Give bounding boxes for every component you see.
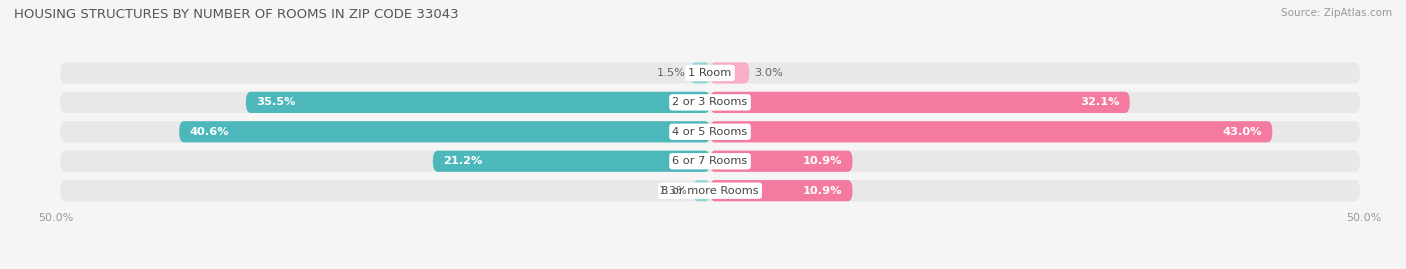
FancyBboxPatch shape [179,121,710,142]
Text: HOUSING STRUCTURES BY NUMBER OF ROOMS IN ZIP CODE 33043: HOUSING STRUCTURES BY NUMBER OF ROOMS IN… [14,8,458,21]
FancyBboxPatch shape [710,92,1130,113]
FancyBboxPatch shape [246,92,710,113]
Text: 43.0%: 43.0% [1222,127,1261,137]
FancyBboxPatch shape [710,180,852,201]
Text: 1 Room: 1 Room [689,68,731,78]
Text: 21.2%: 21.2% [443,156,482,166]
Text: 10.9%: 10.9% [803,186,842,196]
FancyBboxPatch shape [60,121,1360,142]
Text: Source: ZipAtlas.com: Source: ZipAtlas.com [1281,8,1392,18]
FancyBboxPatch shape [693,180,710,201]
Text: 6 or 7 Rooms: 6 or 7 Rooms [672,156,748,166]
Text: 32.1%: 32.1% [1080,97,1119,107]
Text: 8 or more Rooms: 8 or more Rooms [661,186,759,196]
Text: 1.5%: 1.5% [657,68,685,78]
FancyBboxPatch shape [710,62,749,84]
FancyBboxPatch shape [60,92,1360,113]
Text: 2 or 3 Rooms: 2 or 3 Rooms [672,97,748,107]
FancyBboxPatch shape [710,151,852,172]
Text: 35.5%: 35.5% [256,97,295,107]
Text: 40.6%: 40.6% [190,127,229,137]
FancyBboxPatch shape [60,62,1360,84]
FancyBboxPatch shape [60,151,1360,172]
FancyBboxPatch shape [433,151,710,172]
FancyBboxPatch shape [690,62,710,84]
Text: 1.3%: 1.3% [659,186,688,196]
FancyBboxPatch shape [710,121,1272,142]
Text: 4 or 5 Rooms: 4 or 5 Rooms [672,127,748,137]
FancyBboxPatch shape [60,180,1360,201]
Text: 10.9%: 10.9% [803,156,842,166]
Text: 3.0%: 3.0% [755,68,783,78]
